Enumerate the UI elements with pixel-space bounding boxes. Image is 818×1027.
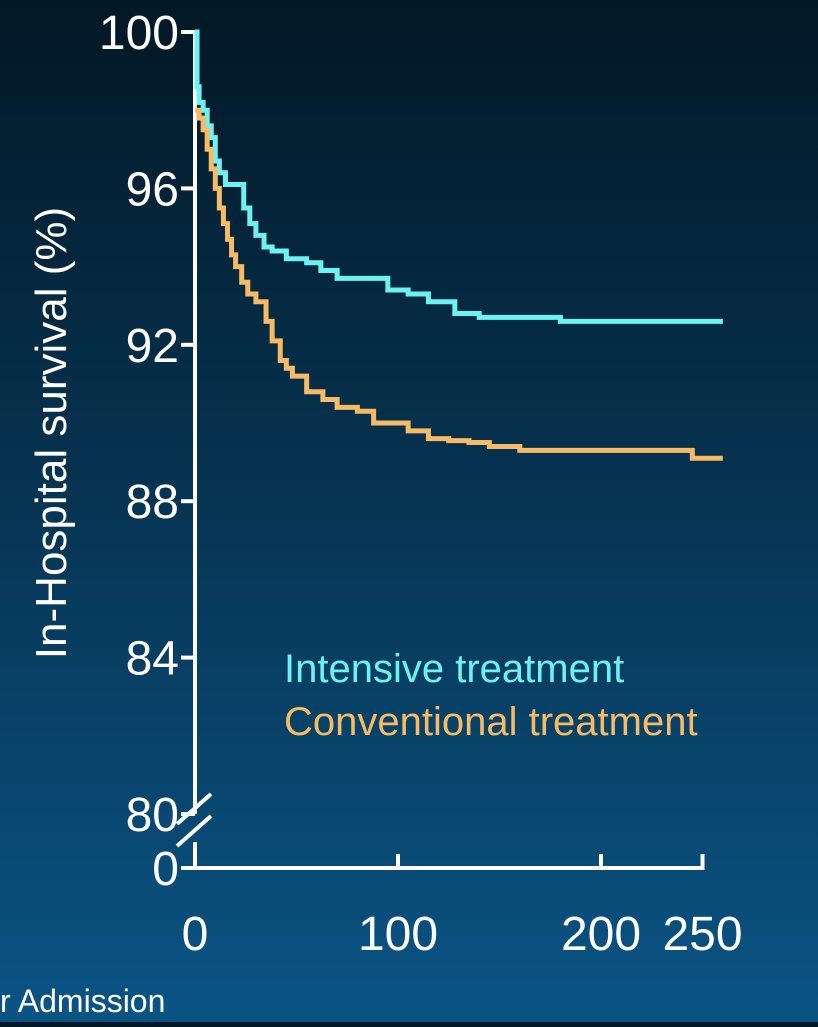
y-axis-label: In-Hospital survival (%): [27, 207, 76, 659]
series-line-conventional: [195, 107, 723, 461]
y-tick-label: 100: [99, 7, 179, 60]
y-tick-label: 92: [126, 320, 179, 373]
y-tick-label: 84: [126, 633, 179, 686]
axes: [175, 32, 705, 870]
series-line-intensive: [194, 29, 723, 324]
axis-break-mark-bottom: [175, 814, 213, 848]
x-tick-label: 200: [561, 908, 641, 961]
x-tick-label: 100: [358, 908, 438, 961]
y-tick-label: 0: [152, 843, 179, 896]
legend-conventional: Conventional treatment: [284, 700, 698, 744]
y-tick-label: 88: [126, 476, 179, 529]
y-tick-label: 80: [126, 789, 179, 842]
legend-intensive: Intensive treatment: [284, 647, 624, 691]
series-layer: [194, 29, 723, 461]
y-tick-label: 96: [126, 163, 179, 216]
axis-break-mark-top: [175, 792, 213, 826]
x-axis-label: r Admission: [0, 983, 165, 1019]
x-tick-label: 0: [182, 908, 209, 961]
x-tick-label: 250: [662, 908, 742, 961]
